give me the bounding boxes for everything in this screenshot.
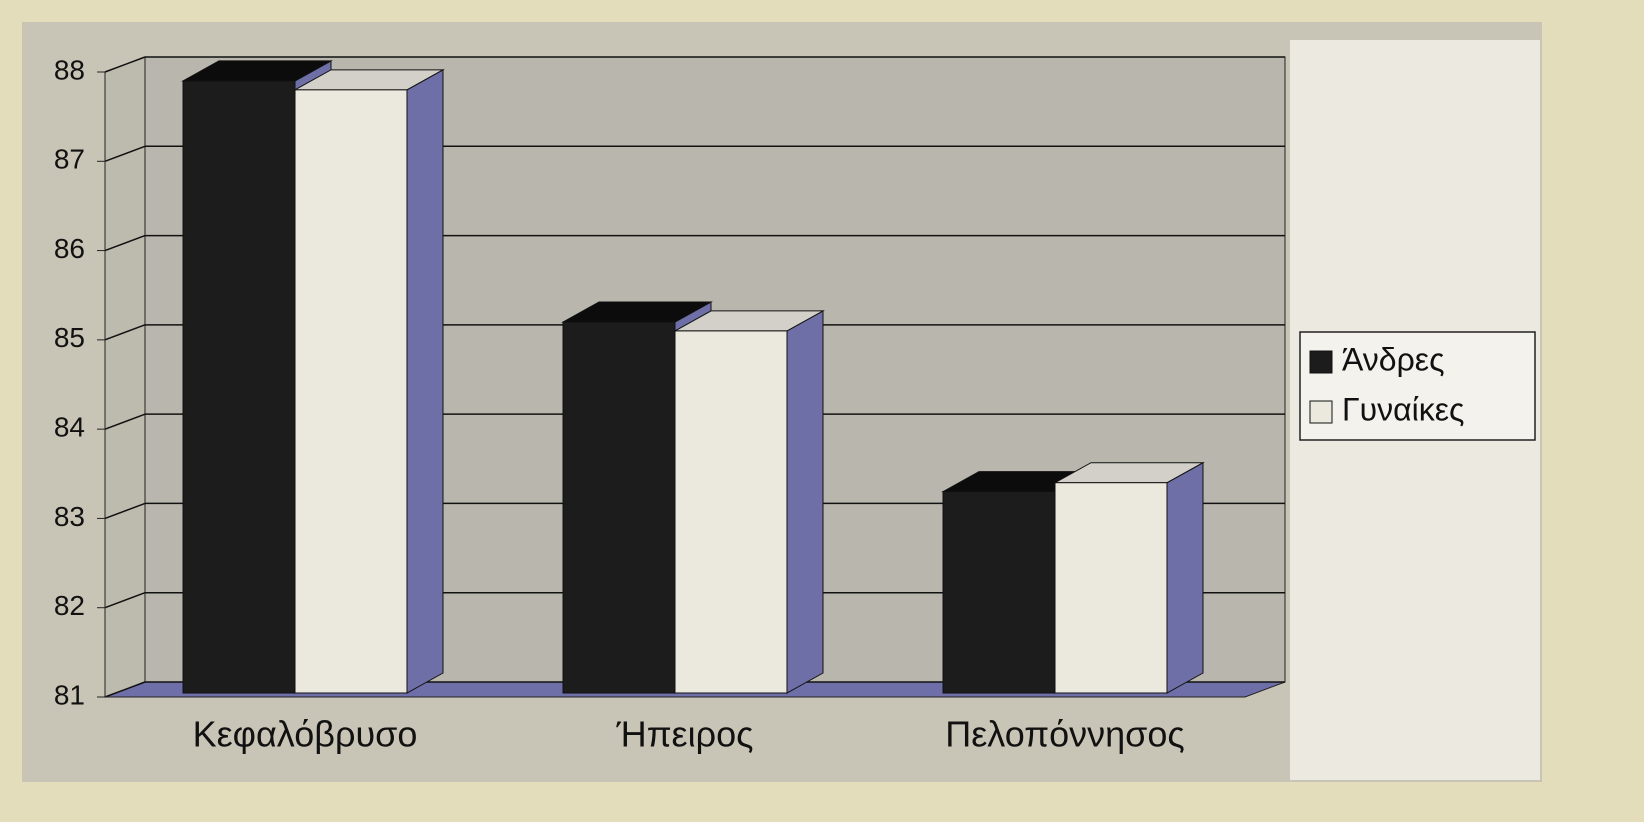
- legend: [1299, 331, 1536, 441]
- y-tick-label: 81: [54, 679, 85, 710]
- y-tick-label: 82: [54, 590, 85, 621]
- legend-label: Γυναίκες: [1342, 391, 1464, 427]
- bar-front: [942, 491, 1056, 694]
- x-tick-label: Κεφαλόβρυσο: [193, 714, 418, 755]
- grid-line-side: [104, 234, 146, 252]
- bar-side: [1166, 461, 1204, 694]
- legend-label: Άνδρες: [1342, 341, 1444, 377]
- bar-side: [406, 69, 444, 694]
- y-tick-label: 85: [54, 322, 85, 353]
- bar: [293, 69, 445, 694]
- bar: [1053, 461, 1205, 694]
- y-tick-label: 86: [54, 233, 85, 264]
- grid-line-side: [104, 592, 146, 609]
- bar-front: [182, 80, 296, 694]
- grid-line-side: [104, 145, 146, 162]
- bar: [673, 310, 825, 694]
- x-tick-label: Ήπειρος: [616, 714, 754, 755]
- legend-swatch: [1309, 350, 1333, 374]
- bar-front: [294, 89, 408, 694]
- bar-front: [562, 321, 676, 694]
- y-tick-label: 88: [54, 54, 85, 85]
- grid-line-side: [104, 681, 146, 698]
- y-tick-label: 83: [54, 501, 85, 532]
- grid-line-side: [104, 324, 146, 341]
- bar-front: [674, 330, 788, 694]
- y-tick-label: 84: [54, 412, 85, 443]
- legend-swatch: [1309, 400, 1333, 424]
- bar-side: [786, 310, 824, 694]
- grid-line-side: [104, 413, 146, 430]
- grid-line-side: [104, 56, 146, 73]
- x-tick-label: Πελοπόννησος: [945, 714, 1184, 755]
- y-tick-label: 87: [54, 144, 85, 175]
- bar-front: [1054, 482, 1168, 694]
- grid-line-side: [104, 502, 146, 520]
